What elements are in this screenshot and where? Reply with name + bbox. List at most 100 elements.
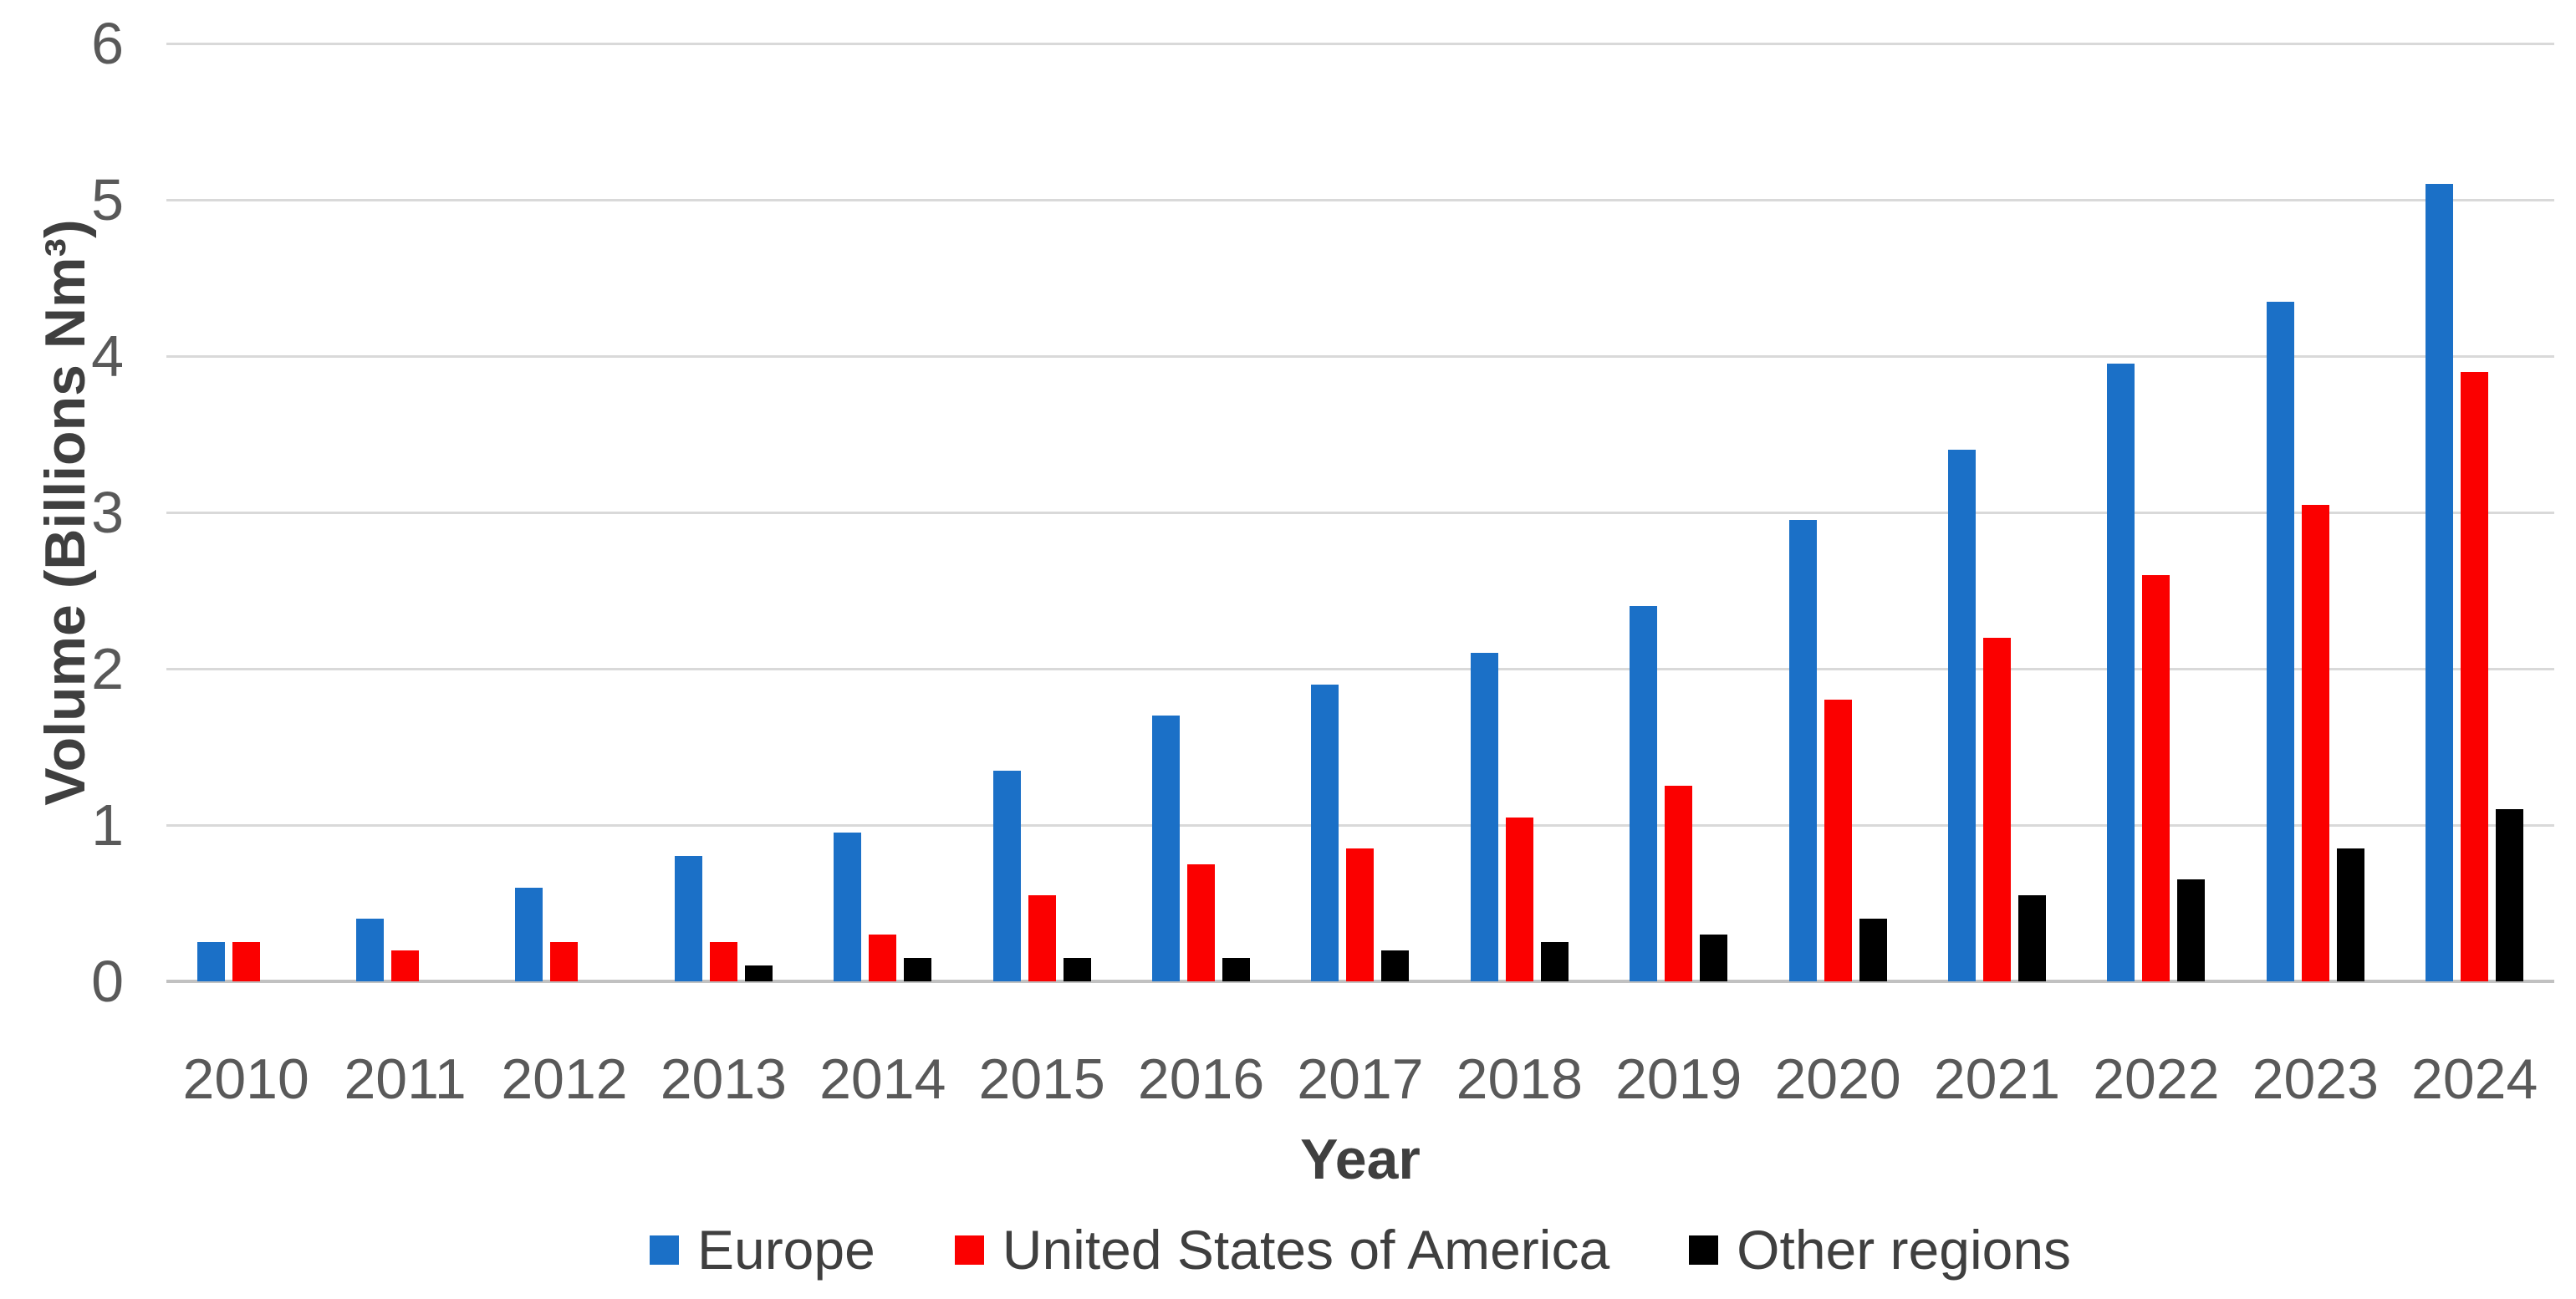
y-tick-label-5: 5 xyxy=(91,167,124,232)
bar-europe-2021 xyxy=(1947,450,1976,981)
bar-europe-2012 xyxy=(515,887,543,981)
gridline-y-5 xyxy=(166,199,2554,201)
bar-united-states-of-america-2012 xyxy=(550,942,579,981)
bar-europe-2010 xyxy=(196,942,225,981)
bar-europe-2019 xyxy=(1630,606,1658,981)
legend-label: United States of America xyxy=(1002,1219,1610,1281)
bar-group-2016 xyxy=(1121,43,1280,981)
bar-group-2020 xyxy=(1758,43,1917,981)
y-tick-label-1: 1 xyxy=(91,792,124,858)
bar-other-regions-2015 xyxy=(1063,957,1091,981)
bar-united-states-of-america-2020 xyxy=(1824,700,1852,981)
bar-united-states-of-america-2017 xyxy=(1346,848,1375,981)
bar-europe-2022 xyxy=(2107,364,2135,981)
bar-europe-2020 xyxy=(1788,520,1817,981)
gridline-y-3 xyxy=(166,512,2554,514)
plot-area xyxy=(166,43,2554,983)
x-tick-label-2022: 2022 xyxy=(2093,1047,2220,1111)
bar-united-states-of-america-2019 xyxy=(1665,786,1693,981)
bar-group-2014 xyxy=(803,43,962,981)
bar-united-states-of-america-2021 xyxy=(1982,637,2011,981)
bar-europe-2015 xyxy=(992,770,1021,981)
gridline-y-1 xyxy=(166,824,2554,827)
x-tick-label-2010: 2010 xyxy=(182,1047,309,1111)
x-tick-label-2019: 2019 xyxy=(1615,1047,1742,1111)
x-tick-label-2018: 2018 xyxy=(1456,1047,1583,1111)
bar-united-states-of-america-2016 xyxy=(1187,863,1216,981)
y-axis-tick-labels: 0 1 2 3 4 5 6 xyxy=(0,0,124,1299)
x-tick-label-2024: 2024 xyxy=(2411,1047,2538,1111)
bar-group-2019 xyxy=(1599,43,1758,981)
x-tick-label-2012: 2012 xyxy=(501,1047,628,1111)
bar-group-2023 xyxy=(2236,43,2395,981)
bar-group-2013 xyxy=(644,43,803,981)
bar-other-regions-2024 xyxy=(2496,809,2524,981)
bar-group-2021 xyxy=(1917,43,2076,981)
x-tick-label-2023: 2023 xyxy=(2252,1047,2379,1111)
legend-label: Other regions xyxy=(1737,1219,2072,1281)
bar-europe-2024 xyxy=(2426,184,2454,981)
bar-united-states-of-america-2023 xyxy=(2301,504,2329,981)
bar-group-2024 xyxy=(2395,43,2553,981)
bars-layer xyxy=(166,43,2554,981)
bar-group-2012 xyxy=(485,43,644,981)
x-tick-label-2013: 2013 xyxy=(660,1047,787,1111)
bar-other-regions-2019 xyxy=(1700,934,1728,981)
bar-other-regions-2022 xyxy=(2177,879,2206,981)
gridline-y-2 xyxy=(166,668,2554,670)
legend: Europe United States of America Other regi… xyxy=(166,1216,2554,1283)
y-tick-label-4: 4 xyxy=(91,323,124,389)
bar-other-regions-2013 xyxy=(744,965,773,981)
x-tick-label-2020: 2020 xyxy=(1774,1047,1901,1111)
y-tick-label-0: 0 xyxy=(91,949,124,1014)
gridline-y-6 xyxy=(166,43,2554,45)
bar-group-2017 xyxy=(1281,43,1440,981)
legend-item-other-regions: Other regions xyxy=(1689,1216,2071,1283)
legend-label: Europe xyxy=(696,1219,875,1281)
bar-europe-2011 xyxy=(356,919,385,981)
y-tick-label-6: 6 xyxy=(91,11,124,76)
bar-europe-2013 xyxy=(674,856,702,981)
bar-europe-2017 xyxy=(1311,684,1339,981)
x-tick-label-2011: 2011 xyxy=(344,1047,467,1111)
bar-other-regions-2020 xyxy=(1859,919,1887,981)
bar-united-states-of-america-2022 xyxy=(2142,574,2170,981)
bar-united-states-of-america-2024 xyxy=(2461,371,2489,981)
y-tick-label-2: 2 xyxy=(91,636,124,701)
x-tick-label-2014: 2014 xyxy=(819,1047,946,1111)
bar-europe-2023 xyxy=(2266,301,2294,981)
x-tick-label-2021: 2021 xyxy=(1933,1047,2061,1111)
bar-europe-2016 xyxy=(1152,716,1181,981)
legend-swatch-icon xyxy=(649,1235,679,1265)
bar-europe-2014 xyxy=(834,833,862,981)
bar-group-2018 xyxy=(1440,43,1599,981)
bar-group-2022 xyxy=(2077,43,2236,981)
bar-united-states-of-america-2010 xyxy=(232,942,260,981)
bar-group-2015 xyxy=(962,43,1121,981)
bar-other-regions-2018 xyxy=(1540,942,1569,981)
bar-united-states-of-america-2013 xyxy=(709,942,737,981)
bar-united-states-of-america-2018 xyxy=(1505,817,1533,981)
y-tick-label-3: 3 xyxy=(91,480,124,545)
x-axis-line xyxy=(166,980,2554,983)
gridline-y-4 xyxy=(166,355,2554,358)
bar-other-regions-2023 xyxy=(2336,848,2364,981)
x-axis-tick-labels: 2010 2011 2012 2013 2014 2015 2016 2017 2018 2019… xyxy=(166,1047,2554,1112)
bar-other-regions-2014 xyxy=(904,957,932,981)
bar-europe-2018 xyxy=(1470,653,1498,981)
legend-swatch-icon xyxy=(1689,1235,1719,1265)
bar-group-2010 xyxy=(166,43,325,981)
x-tick-label-2017: 2017 xyxy=(1297,1047,1424,1111)
bar-united-states-of-america-2014 xyxy=(869,934,897,981)
bar-other-regions-2021 xyxy=(2017,895,2046,981)
bar-united-states-of-america-2011 xyxy=(391,950,420,981)
bar-united-states-of-america-2015 xyxy=(1028,895,1056,981)
legend-item-united-states-of-america: United States of America xyxy=(954,1216,1610,1283)
bar-other-regions-2016 xyxy=(1222,957,1251,981)
x-tick-label-2015: 2015 xyxy=(978,1047,1105,1111)
bar-group-2011 xyxy=(325,43,484,981)
legend-item-europe: Europe xyxy=(649,1216,875,1283)
x-tick-label-2016: 2016 xyxy=(1137,1047,1265,1111)
bar-other-regions-2017 xyxy=(1381,950,1410,981)
